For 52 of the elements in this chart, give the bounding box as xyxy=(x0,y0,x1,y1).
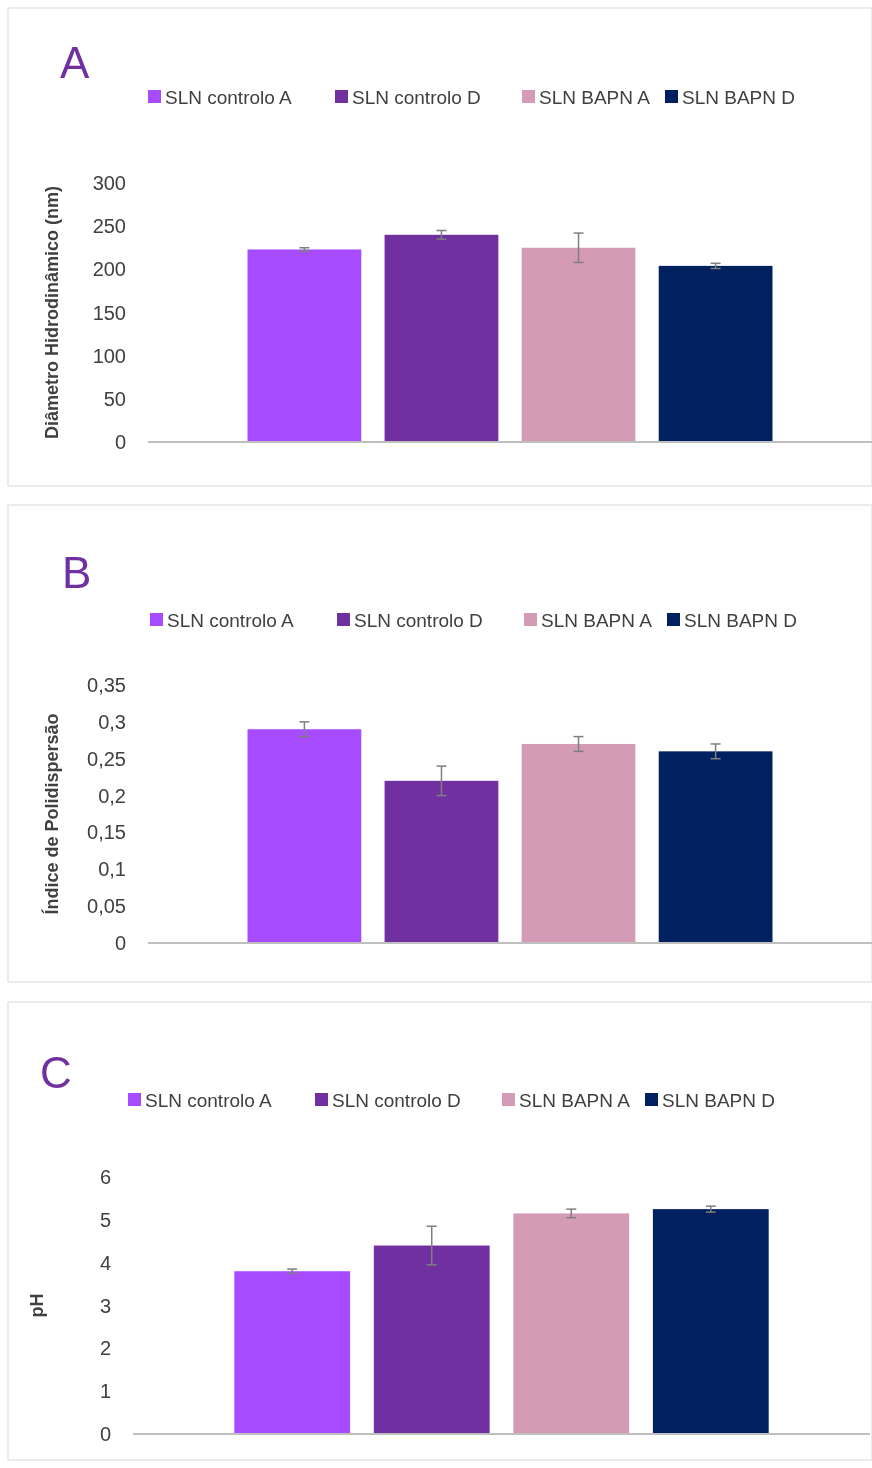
bar xyxy=(658,751,773,943)
y-tick-label: 0,2 xyxy=(98,784,126,807)
y-axis-title: Diâmetro Hidrodinâmico (nm) xyxy=(42,185,62,440)
y-axis-title: pH xyxy=(27,1293,47,1318)
bar xyxy=(247,729,362,943)
y-tick-label: 4 xyxy=(99,1251,111,1274)
y-tick-label: 0 xyxy=(114,932,126,954)
y-tick-label: 0 xyxy=(99,1423,111,1445)
bar xyxy=(521,743,636,943)
y-axis-title: Índice de Polidispersão xyxy=(41,713,62,915)
y-tick-label: 6 xyxy=(99,1166,111,1188)
legend-label: SLN BAPN D xyxy=(684,609,797,631)
bar xyxy=(234,1271,351,1434)
y-tick-label: 0,3 xyxy=(98,710,126,733)
bar xyxy=(513,1213,630,1434)
y-tick-label: 0,25 xyxy=(87,747,126,770)
legend-label: SLN controlo A xyxy=(165,86,293,108)
chart-title: C xyxy=(40,1048,72,1097)
chart-title: B xyxy=(62,548,92,597)
legend-label: SLN controlo A xyxy=(145,1089,273,1111)
y-tick-label: 100 xyxy=(92,344,126,367)
y-tick-label: 150 xyxy=(92,301,126,324)
y-tick-label: 50 xyxy=(103,387,126,410)
legend-label: SLN BAPN D xyxy=(682,86,795,108)
bar xyxy=(373,1245,490,1434)
y-tick-label: 0,15 xyxy=(87,821,126,844)
y-tick-label: 300 xyxy=(92,172,126,194)
y-tick-label: 250 xyxy=(92,215,126,238)
legend-label: SLN controlo D xyxy=(352,86,481,108)
chart-title: A xyxy=(60,38,90,87)
legend-label: SLN controlo A xyxy=(167,609,295,631)
legend-label: SLN BAPN D xyxy=(662,1089,775,1111)
y-tick-label: 0,35 xyxy=(87,674,126,696)
bar xyxy=(247,249,362,442)
y-tick-label: 5 xyxy=(99,1208,111,1231)
bar xyxy=(652,1209,769,1434)
bar xyxy=(384,780,499,943)
y-tick-label: 0,1 xyxy=(98,858,126,881)
bar xyxy=(658,265,773,442)
legend-label: SLN controlo D xyxy=(354,609,483,631)
bar xyxy=(384,234,499,442)
legend-label: SLN BAPN A xyxy=(541,609,653,631)
legend-label: SLN BAPN A xyxy=(539,86,651,108)
bar xyxy=(521,247,636,442)
legend-label: SLN controlo D xyxy=(332,1089,461,1111)
legend-label: SLN BAPN A xyxy=(519,1089,631,1111)
y-tick-label: 3 xyxy=(99,1294,111,1317)
y-tick-label: 0 xyxy=(114,431,126,453)
y-tick-label: 1 xyxy=(99,1380,111,1403)
y-tick-label: 0,05 xyxy=(87,895,126,918)
y-tick-label: 200 xyxy=(92,258,126,281)
y-tick-label: 2 xyxy=(99,1337,111,1360)
